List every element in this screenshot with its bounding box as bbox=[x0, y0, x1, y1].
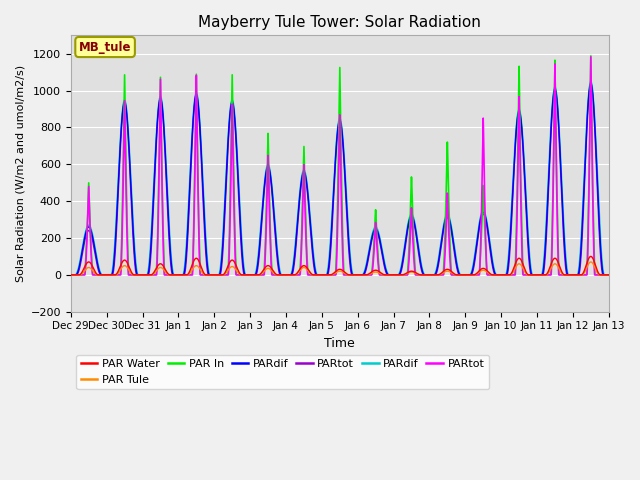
Legend: PAR Water, PAR Tule, PAR In, PARdif, PARtot, PARdif, PARtot: PAR Water, PAR Tule, PAR In, PARdif, PAR… bbox=[76, 355, 489, 389]
X-axis label: Time: Time bbox=[324, 337, 355, 350]
Title: Mayberry Tule Tower: Solar Radiation: Mayberry Tule Tower: Solar Radiation bbox=[198, 15, 481, 30]
Y-axis label: Solar Radiation (W/m2 and umol/m2/s): Solar Radiation (W/m2 and umol/m2/s) bbox=[15, 65, 25, 282]
Text: MB_tule: MB_tule bbox=[79, 40, 131, 54]
